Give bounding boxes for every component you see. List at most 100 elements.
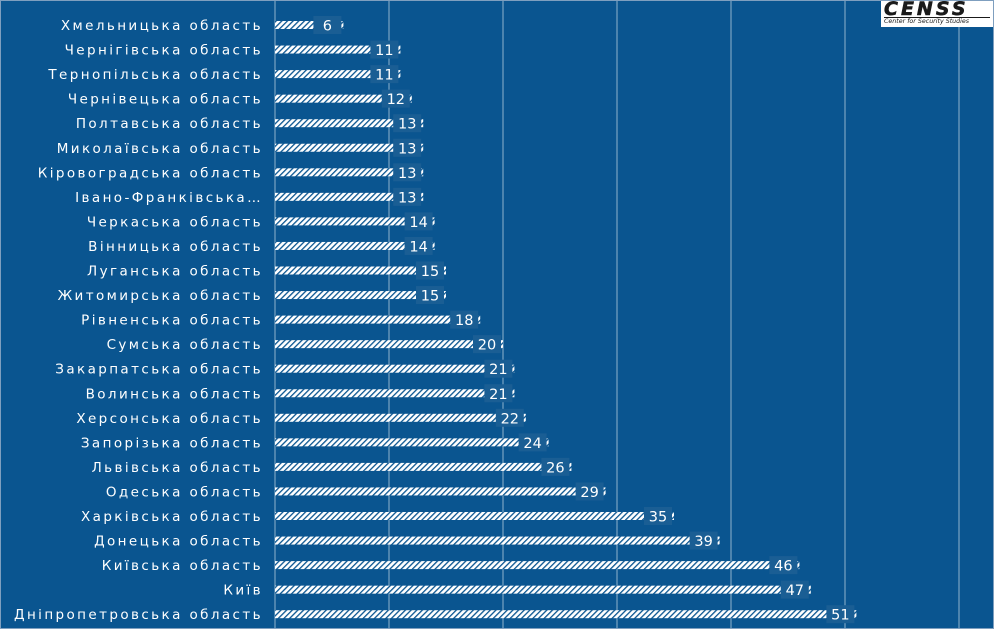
- bar: [275, 561, 800, 570]
- bar: [275, 217, 435, 226]
- category-label: Волинська область: [86, 386, 263, 402]
- data-label: 14: [409, 239, 427, 255]
- data-label-box: [381, 89, 410, 108]
- data-label-box: [370, 40, 399, 59]
- data-label-box: [780, 580, 809, 599]
- data-label: 26: [546, 460, 564, 476]
- category-label: Харківська область: [81, 509, 263, 525]
- category-label: Запорізька область: [81, 435, 263, 451]
- category-label: Луганська область: [87, 264, 263, 280]
- category-label: Черкаська область: [87, 214, 263, 230]
- bar: [275, 340, 503, 349]
- data-label-box: [644, 507, 672, 525]
- bar: [275, 364, 515, 373]
- data-label-box: [484, 384, 513, 403]
- category-label: Чернігівська область: [65, 43, 263, 59]
- data-label: 22: [501, 411, 519, 427]
- data-label-box: [575, 482, 604, 501]
- category-label: Рівненська область: [81, 313, 263, 329]
- data-label-box: [826, 605, 855, 624]
- category-label: Одеська область: [106, 484, 263, 500]
- bar: [275, 413, 526, 422]
- data-label-box: [393, 187, 422, 206]
- bar: [275, 168, 424, 177]
- logo-divider: [884, 17, 990, 18]
- data-label: 20: [478, 338, 496, 354]
- category-label: Полтавська область: [76, 116, 263, 132]
- category-label: Чернівецька область: [68, 92, 263, 108]
- bar: [275, 536, 720, 545]
- category-label: Херсонська область: [76, 411, 263, 427]
- data-label: 15: [421, 289, 439, 305]
- data-label: 15: [421, 264, 439, 280]
- bar: [275, 438, 549, 447]
- bar: [275, 241, 435, 250]
- data-label: 47: [786, 583, 804, 599]
- logo-subtitle: Center for Security Studies: [884, 18, 970, 25]
- data-label: 51: [831, 608, 849, 624]
- category-label: Сумська область: [107, 337, 263, 353]
- bar: [275, 192, 424, 201]
- data-label: 14: [409, 215, 427, 231]
- data-label: 11: [375, 43, 393, 59]
- data-label: 12: [387, 92, 405, 108]
- category-label: Київ: [223, 583, 263, 599]
- data-label-box: [541, 457, 570, 476]
- bar: [275, 143, 424, 152]
- data-label: 21: [489, 362, 507, 378]
- data-label-box: [473, 335, 501, 354]
- category-label: Кіровоградська область: [38, 165, 263, 181]
- data-label: 13: [398, 190, 416, 206]
- data-label-box: [769, 556, 798, 575]
- category-label: Закарпатська область: [55, 362, 263, 378]
- bar: [275, 389, 515, 398]
- censs-logo: CENSS Center for Security Studies: [881, 1, 993, 27]
- data-label-box: [393, 163, 422, 182]
- category-label: Донецька область: [94, 534, 263, 550]
- data-label-box: [393, 138, 422, 157]
- category-label: Київська область: [102, 558, 263, 574]
- data-label: 29: [580, 485, 598, 501]
- category-label: Житомирська область: [58, 288, 263, 304]
- bar: [275, 610, 857, 619]
- category-label: Івано-Франківська…: [75, 190, 263, 206]
- data-label-box: [495, 408, 524, 427]
- data-label: 35: [649, 510, 667, 526]
- data-label-box: [416, 261, 444, 280]
- bar: [275, 315, 481, 324]
- data-label-box: [313, 16, 342, 34]
- bar: [275, 487, 606, 496]
- bar: [275, 94, 412, 103]
- data-label: 39: [694, 534, 712, 550]
- category-label: Хмельницька область: [61, 18, 263, 34]
- bar: [275, 512, 674, 520]
- data-label-box: [404, 212, 433, 231]
- data-label-box: [370, 65, 399, 84]
- category-labels: Хмельницька область Чернігівська область Т…: [14, 18, 263, 623]
- data-label-box: [484, 359, 513, 378]
- category-label: Дніпропетровська область: [14, 607, 263, 623]
- bar: [275, 119, 424, 128]
- data-label: 18: [455, 313, 473, 329]
- data-label: 21: [489, 387, 507, 403]
- data-label-box: [404, 236, 433, 255]
- bar: [275, 21, 344, 29]
- data-label-box: [416, 286, 444, 305]
- data-label-box: [450, 310, 479, 329]
- bar: [275, 585, 811, 594]
- data-label: 13: [398, 117, 416, 133]
- logo-wordmark: CENSS: [884, 0, 969, 20]
- data-label: 11: [375, 68, 393, 84]
- data-label: 6: [323, 19, 332, 35]
- bar: [275, 70, 401, 79]
- data-label-box: [689, 531, 718, 550]
- bar: [275, 462, 572, 471]
- data-label-box: [393, 114, 422, 133]
- data-label-box: [518, 433, 547, 452]
- bar: [275, 291, 446, 300]
- data-label: 13: [398, 166, 416, 182]
- category-label: Миколаївська область: [57, 141, 263, 157]
